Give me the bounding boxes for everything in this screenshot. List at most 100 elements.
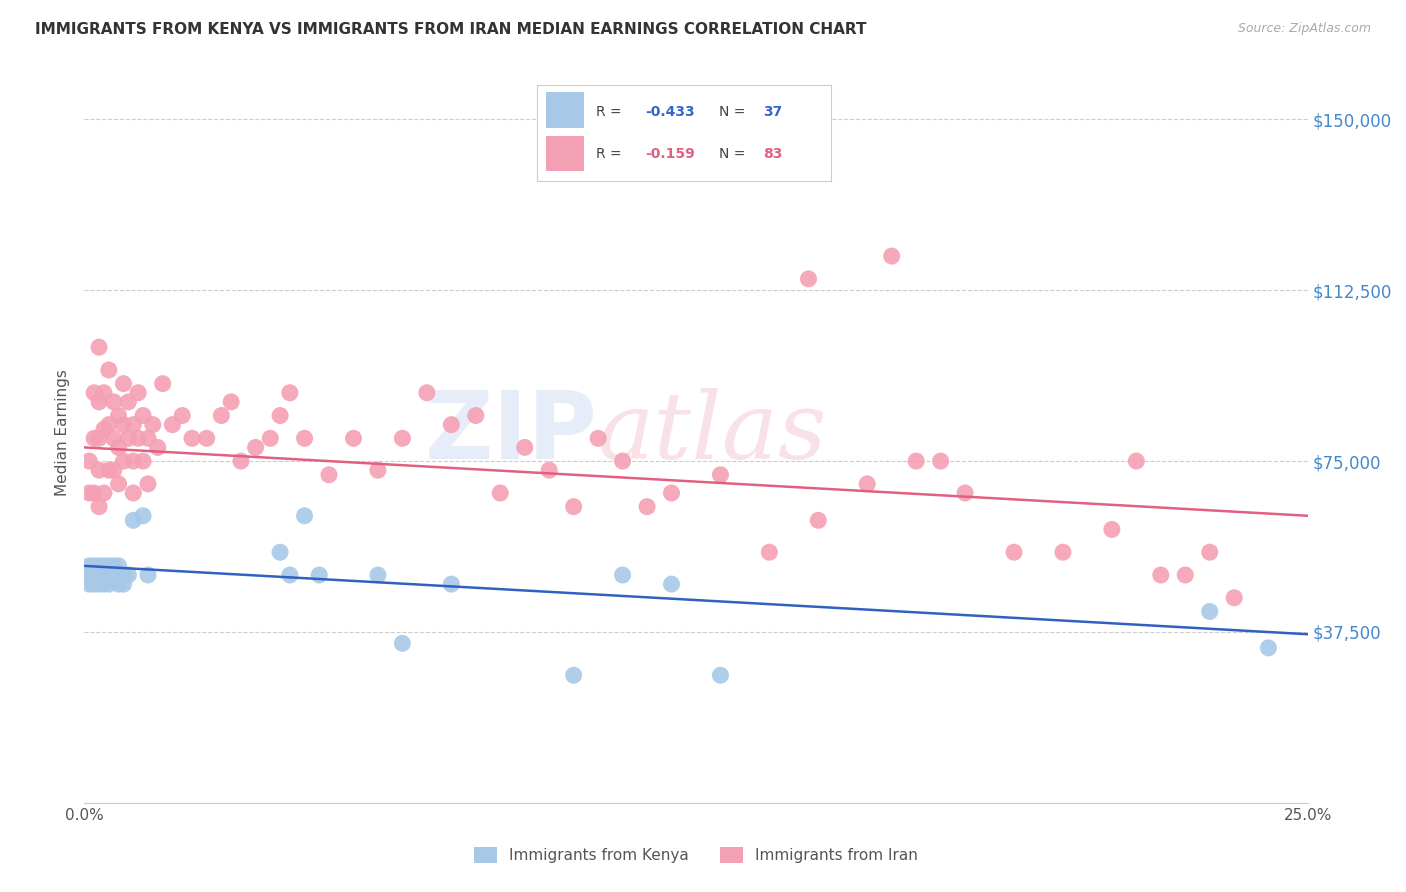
- Text: ZIP: ZIP: [425, 386, 598, 479]
- Point: [107, 409, 129, 423]
- Point: [229, 454, 252, 468]
- Point: [122, 513, 145, 527]
- Point: [440, 417, 463, 432]
- Point: [1150, 568, 1173, 582]
- Point: [87, 463, 110, 477]
- Point: [77, 486, 100, 500]
- Point: [1198, 545, 1220, 559]
- Point: [294, 431, 316, 445]
- Point: [103, 558, 125, 573]
- Point: [245, 441, 267, 455]
- Point: [538, 463, 561, 477]
- Point: [112, 568, 135, 582]
- Point: [122, 486, 145, 500]
- Point: [112, 454, 135, 468]
- Point: [117, 568, 139, 582]
- Point: [112, 376, 135, 391]
- Point: [440, 577, 463, 591]
- Point: [416, 385, 439, 400]
- Point: [83, 431, 105, 445]
- Point: [83, 577, 105, 591]
- Point: [117, 395, 139, 409]
- Point: [146, 441, 169, 455]
- Point: [172, 409, 194, 423]
- Point: [797, 272, 820, 286]
- Point: [127, 385, 149, 400]
- Point: [367, 463, 389, 477]
- Point: [87, 500, 110, 514]
- Point: [1052, 545, 1074, 559]
- Point: [209, 409, 232, 423]
- Point: [162, 417, 184, 432]
- Point: [1198, 604, 1220, 618]
- Point: [709, 668, 731, 682]
- Point: [83, 558, 105, 573]
- Point: [87, 577, 110, 591]
- Legend: Immigrants from Kenya, Immigrants from Iran: Immigrants from Kenya, Immigrants from I…: [468, 841, 924, 869]
- Point: [93, 577, 115, 591]
- Point: [219, 395, 242, 409]
- Point: [391, 431, 413, 445]
- Point: [107, 558, 129, 573]
- Point: [77, 568, 100, 582]
- Point: [132, 454, 155, 468]
- Point: [122, 417, 145, 432]
- Point: [93, 385, 115, 400]
- Point: [181, 431, 204, 445]
- Point: [152, 376, 174, 391]
- Point: [83, 568, 105, 582]
- Point: [259, 431, 281, 445]
- Point: [97, 577, 120, 591]
- Point: [112, 417, 135, 432]
- Point: [1174, 568, 1197, 582]
- Point: [142, 417, 165, 432]
- Point: [562, 500, 585, 514]
- Point: [1002, 545, 1025, 559]
- Text: IMMIGRANTS FROM KENYA VS IMMIGRANTS FROM IRAN MEDIAN EARNINGS CORRELATION CHART: IMMIGRANTS FROM KENYA VS IMMIGRANTS FROM…: [35, 22, 866, 37]
- Point: [87, 558, 110, 573]
- Point: [77, 577, 100, 591]
- Y-axis label: Median Earnings: Median Earnings: [55, 369, 70, 496]
- Point: [136, 568, 159, 582]
- Point: [391, 636, 413, 650]
- Text: Source: ZipAtlas.com: Source: ZipAtlas.com: [1237, 22, 1371, 36]
- Point: [464, 409, 486, 423]
- Point: [709, 467, 731, 482]
- Point: [103, 395, 125, 409]
- Point: [93, 558, 115, 573]
- Point: [367, 568, 389, 582]
- Point: [636, 500, 658, 514]
- Point: [953, 486, 976, 500]
- Point: [929, 454, 952, 468]
- Point: [661, 486, 683, 500]
- Point: [112, 577, 135, 591]
- Point: [1223, 591, 1246, 605]
- Point: [83, 486, 105, 500]
- Point: [1125, 454, 1147, 468]
- Point: [807, 513, 830, 527]
- Point: [97, 463, 120, 477]
- Point: [77, 558, 100, 573]
- Point: [103, 431, 125, 445]
- Point: [308, 568, 330, 582]
- Point: [122, 454, 145, 468]
- Point: [132, 508, 155, 523]
- Point: [661, 577, 683, 591]
- Point: [1101, 523, 1123, 537]
- Point: [103, 463, 125, 477]
- Point: [269, 545, 291, 559]
- Point: [127, 431, 149, 445]
- Point: [83, 385, 105, 400]
- Point: [1257, 640, 1279, 655]
- Point: [87, 431, 110, 445]
- Point: [342, 431, 364, 445]
- Point: [87, 395, 110, 409]
- Point: [93, 568, 115, 582]
- Point: [97, 363, 120, 377]
- Point: [758, 545, 780, 559]
- Point: [87, 568, 110, 582]
- Point: [97, 417, 120, 432]
- Point: [612, 454, 634, 468]
- Point: [107, 441, 129, 455]
- Point: [93, 486, 115, 500]
